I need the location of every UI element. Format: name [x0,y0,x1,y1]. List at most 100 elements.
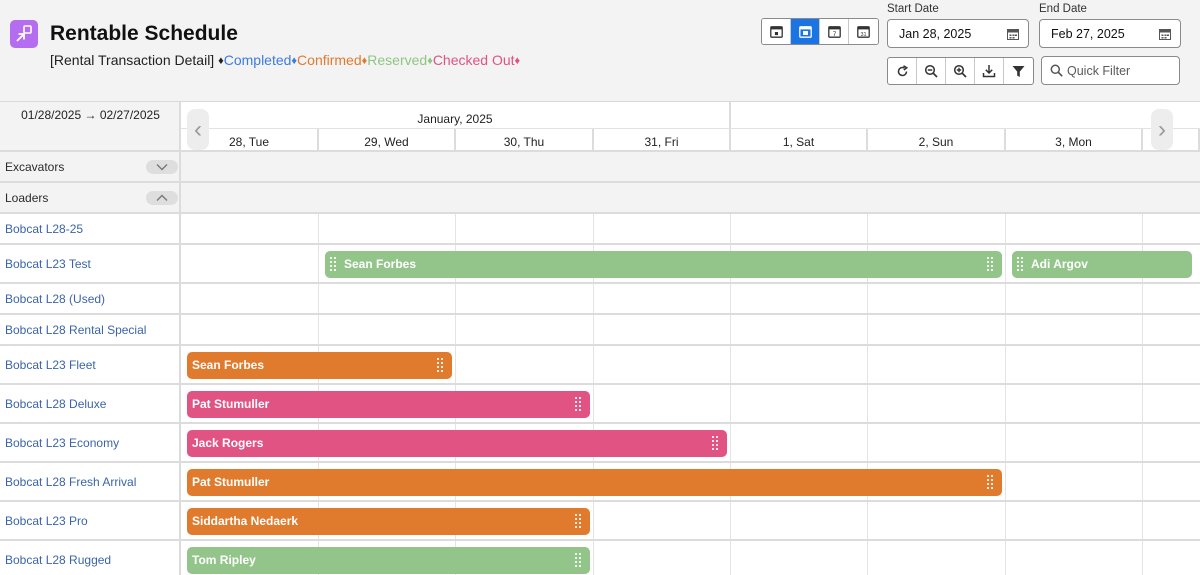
booking-bar[interactable]: Jack Rogers [187,430,727,457]
legend-diamond-icon: ♦ [514,55,521,67]
grid-line [1142,424,1143,461]
grid-line [867,424,868,461]
booking-bar[interactable]: Pat Stumuller [187,469,1002,496]
booking-label: Sean Forbes [344,257,417,271]
grid-line [867,284,868,313]
grid-line [318,214,319,243]
booking-bar[interactable]: Pat Stumuller [187,391,590,418]
start-date-field[interactable]: Jan 28, 2025 [887,19,1029,48]
booking-bar[interactable]: Sean Forbes [325,251,1002,278]
chevron-up-icon [156,194,168,201]
svg-text:31: 31 [860,32,866,38]
grid-line [318,245,319,282]
drag-handle-icon[interactable] [330,257,336,271]
row-label-text: Bobcat L28 (Used) [5,291,106,306]
day-header: 3, Mon [1006,129,1143,152]
chevron-left-icon: ‹ [194,115,202,143]
calendar-icon[interactable] [1007,28,1019,40]
zoom-in-button[interactable] [946,58,975,84]
drag-handle-icon[interactable] [575,397,581,411]
week-view-button[interactable] [791,19,820,44]
resource-row: Bobcat L28 Rugged Tom Ripley [0,541,1200,575]
resource-label: Bobcat L23 Economy [0,424,181,461]
resource-row: Bobcat L23 Test Sean Forbes Adi Argov [0,245,1200,284]
grid-line [1142,463,1143,500]
resource-group-row: Loaders [0,183,1200,214]
grid-line [867,385,868,422]
day-view-button[interactable]: ■ [762,19,791,44]
grid-line [1005,502,1006,539]
legend-diamond-icon: ♦ [291,55,298,67]
drag-handle-icon[interactable] [987,257,993,271]
filter-icon [1012,65,1025,77]
grid-line [730,315,731,344]
resource-row: Bobcat L28 Fresh Arrival Pat Stumuller [0,463,1200,502]
calendar-seven-icon: 7 [827,26,841,38]
calendar-month-icon: 31 [857,26,870,38]
resource-row: Bobcat L23 Pro Siddartha Nedaerk [0,502,1200,541]
booking-bar[interactable]: Tom Ripley [187,547,590,574]
grid-line [593,385,594,422]
booking-bar[interactable]: Sean Forbes [187,352,452,379]
grid-line [1005,424,1006,461]
zoom-out-button[interactable] [917,58,946,84]
group-label[interactable]: Loaders [0,183,181,212]
row-label-text: Bobcat L23 Pro [5,513,88,528]
legend-diamond-icon: ♦ [427,55,433,67]
resource-label: Bobcat L23 Fleet [0,346,181,383]
drag-handle-icon[interactable] [987,475,993,489]
row-label-text: Excavators [5,159,65,174]
resource-column-header [0,102,181,152]
quick-filter-input[interactable] [1067,61,1175,80]
download-button[interactable] [975,58,1004,84]
resource-row: Bobcat L28 Deluxe Pat Stumuller [0,385,1200,424]
drag-handle-icon[interactable] [437,358,443,372]
legend-items: ♦Completed♦Confirmed♦Reserved♦Checked Ou… [218,52,520,68]
quick-filter[interactable] [1041,56,1180,85]
resource-label: Bobcat L28 (Used) [0,284,181,313]
resource-row: Bobcat L28 Rental Special [0,315,1200,346]
grid-line [593,284,594,313]
chevron-down-icon [156,163,168,170]
grid-line [593,315,594,344]
month-header: January, 2025 [181,102,731,129]
drag-handle-icon[interactable] [712,436,718,450]
date-range-label: 01/28/2025 → 02/27/2025 [21,108,160,122]
drag-handle-icon[interactable] [1017,257,1023,271]
legend-item: Completed [223,52,292,68]
grid-line [1005,284,1006,313]
end-date-field[interactable]: Feb 27, 2025 [1039,19,1181,48]
resource-row: Bobcat L28-25 [0,214,1200,245]
drag-handle-icon[interactable] [575,553,581,567]
row-label-text: Bobcat L28 Rugged [5,552,112,567]
collapse-button[interactable] [146,190,178,205]
booking-bar[interactable]: Siddartha Nedaerk [187,508,590,535]
group-label[interactable]: Excavators [0,152,181,181]
status-legend: [Rental Transaction Detail] ♦Completed♦C… [50,52,520,68]
grid-line [1142,502,1143,539]
booking-label: Sean Forbes [192,358,265,372]
grid-line [455,346,456,383]
calendar-icon[interactable] [1159,28,1171,40]
grid-line [730,284,731,313]
booking-bar[interactable]: Adi Argov [1012,251,1192,278]
drag-handle-icon[interactable] [575,514,581,528]
row-label-text: Bobcat L28 Fresh Arrival [5,474,137,489]
grid-line [1005,541,1006,575]
previous-button[interactable]: ‹ [187,109,209,150]
expand-button[interactable] [146,159,178,174]
refresh-button[interactable] [888,58,917,84]
grid-line [730,541,731,575]
filter-button[interactable] [1004,58,1033,84]
grid-line [867,346,868,383]
seven-day-view-button[interactable]: 7 [820,19,849,44]
legend-item: Confirmed [297,52,362,68]
row-label-text: Bobcat L23 Economy [5,435,120,450]
app-logo-icon [10,20,38,48]
legend-item: Checked Out [432,52,515,68]
next-button[interactable]: › [1151,109,1173,150]
legend-diamond-icon: ♦ [218,55,224,67]
month-view-button[interactable]: 31 [849,19,878,44]
grid-line [730,385,731,422]
page-title: Rentable Schedule [50,22,238,45]
